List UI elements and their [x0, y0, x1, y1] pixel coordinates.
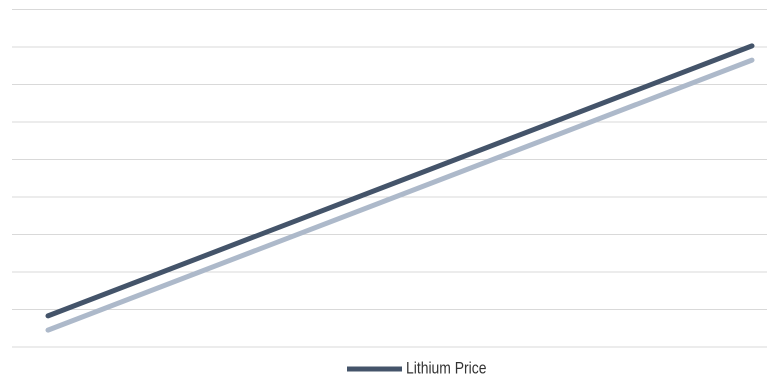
series-line	[45, 43, 755, 319]
legend-label: Lithium Price	[406, 359, 487, 378]
series-line	[45, 57, 755, 333]
